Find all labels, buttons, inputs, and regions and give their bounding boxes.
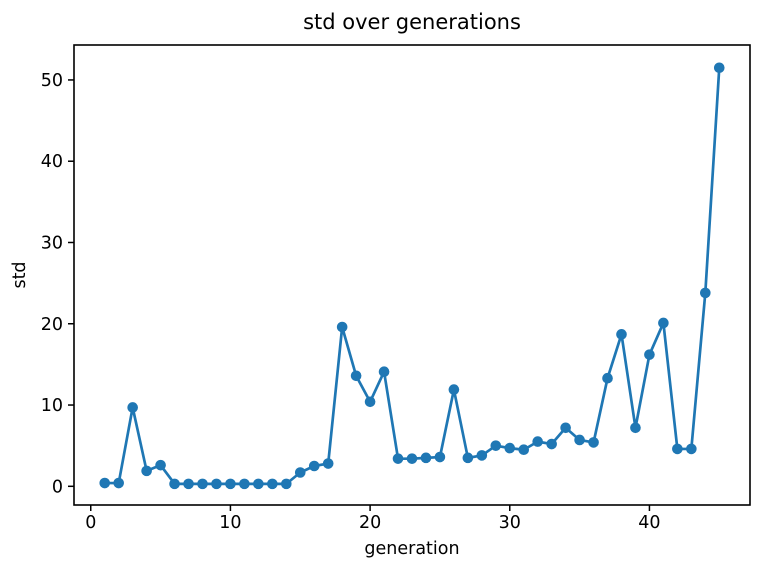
x-tick-label: 0 bbox=[85, 513, 96, 533]
data-point bbox=[183, 478, 194, 490]
data-point bbox=[364, 396, 376, 408]
data-point bbox=[378, 366, 390, 378]
y-tick-label: 0 bbox=[52, 477, 63, 497]
data-point bbox=[518, 444, 530, 456]
data-point bbox=[672, 443, 683, 455]
data-point bbox=[476, 450, 488, 461]
data-point bbox=[546, 438, 557, 450]
y-tick-label: 40 bbox=[41, 152, 63, 172]
data-point bbox=[462, 452, 474, 464]
plot-frame bbox=[73, 44, 751, 506]
data-point bbox=[406, 453, 418, 464]
data-point bbox=[211, 478, 222, 490]
x-axis-label: generation bbox=[364, 539, 460, 559]
data-point bbox=[239, 478, 250, 490]
data-point bbox=[434, 451, 446, 463]
data-point bbox=[281, 478, 292, 490]
data-point bbox=[700, 287, 711, 299]
chart-title: std over generations bbox=[303, 10, 521, 34]
data-point bbox=[267, 478, 278, 490]
data-point bbox=[588, 437, 599, 448]
data-point bbox=[420, 452, 432, 464]
data-point bbox=[99, 477, 111, 489]
data-point bbox=[602, 372, 613, 384]
data-point bbox=[253, 478, 264, 490]
data-point bbox=[392, 453, 404, 464]
x-tick-label: 10 bbox=[219, 513, 241, 533]
data-point bbox=[658, 317, 669, 329]
data-point bbox=[322, 458, 334, 469]
data-point bbox=[113, 477, 124, 489]
y-tick-label: 10 bbox=[41, 396, 63, 416]
data-point bbox=[713, 62, 725, 74]
y-tick-label: 20 bbox=[41, 315, 63, 335]
x-tick-label: 20 bbox=[359, 513, 381, 533]
data-point bbox=[127, 402, 138, 413]
data-point bbox=[616, 329, 627, 340]
data-point bbox=[308, 460, 320, 472]
data-point bbox=[644, 349, 655, 360]
data-point bbox=[294, 467, 306, 478]
data-point bbox=[686, 443, 697, 455]
data-point bbox=[141, 465, 152, 477]
y-tick-label: 30 bbox=[41, 233, 63, 253]
data-point bbox=[574, 434, 585, 446]
x-tick-label: 30 bbox=[499, 513, 521, 533]
data-point bbox=[350, 370, 362, 382]
data-point bbox=[155, 459, 166, 471]
data-point bbox=[448, 384, 460, 395]
data-point bbox=[197, 478, 208, 490]
data-point bbox=[560, 422, 571, 434]
x-tick-label: 40 bbox=[638, 513, 660, 533]
y-axis-label: std bbox=[10, 261, 30, 289]
data-line bbox=[103, 66, 721, 486]
data-point bbox=[490, 440, 502, 451]
y-tick-label: 50 bbox=[41, 71, 63, 91]
data-point bbox=[504, 442, 516, 454]
data-point bbox=[336, 321, 348, 333]
data-point bbox=[225, 478, 236, 490]
data-point bbox=[169, 478, 180, 490]
data-point bbox=[532, 436, 543, 447]
data-point bbox=[630, 422, 641, 434]
